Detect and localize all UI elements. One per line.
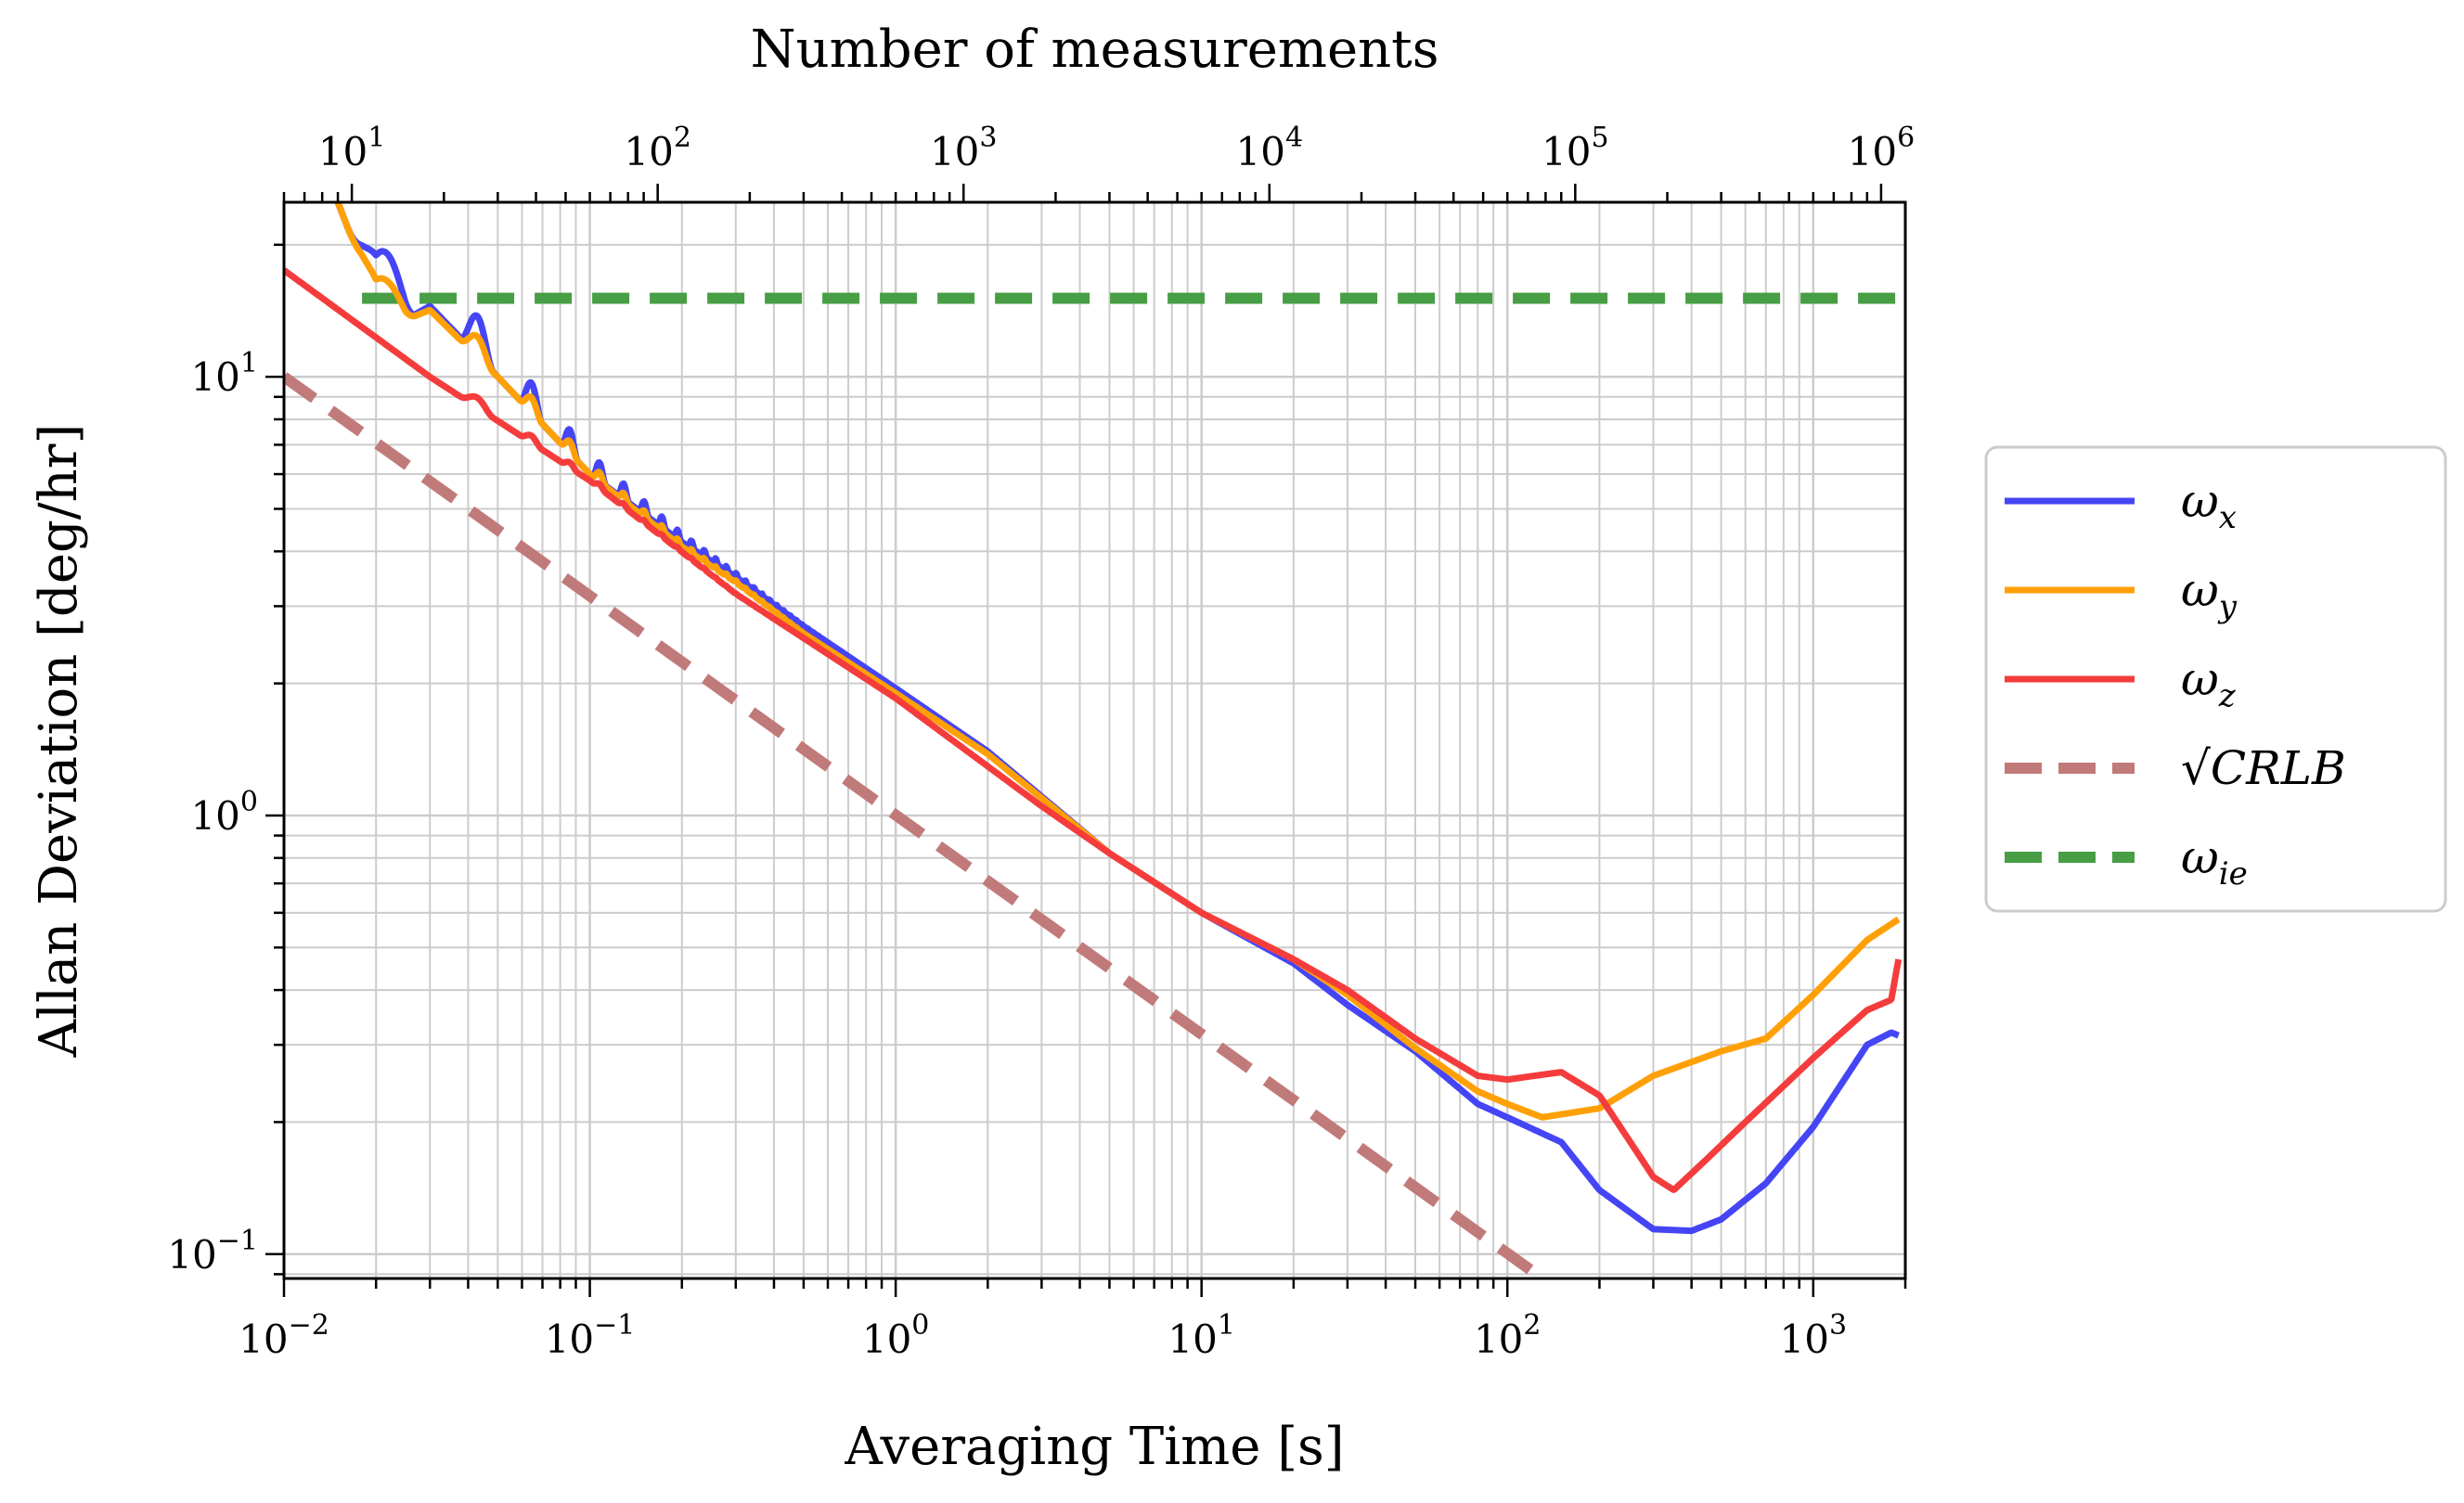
top-tick-label-exp: 6 [1897, 122, 1915, 154]
legend-label: √CRLB [2181, 741, 2346, 795]
y-tick-label-exp: 0 [240, 786, 258, 818]
x-tick-label-base: 10 [1474, 1317, 1523, 1362]
top-tick-label: 105 [1542, 122, 1609, 174]
top-tick-label-base: 10 [1848, 129, 1897, 174]
series-line-2 [284, 267, 1903, 1193]
series-line-1 [334, 202, 1902, 1121]
grid [282, 202, 1906, 1278]
top-tick-label-exp: 1 [368, 122, 385, 154]
y-tick-label-base: 10 [167, 1232, 216, 1278]
legend-label-main: ω [2181, 474, 2219, 528]
top-tick-label: 102 [624, 122, 691, 174]
x-tick-label-exp: 0 [911, 1309, 929, 1342]
legend-label-main: ω [2181, 652, 2219, 706]
plot-frame [282, 200, 1907, 1280]
top-tick-label: 106 [1848, 122, 1916, 174]
x-tick-label-exp: 3 [1829, 1309, 1847, 1342]
legend-label-sub: x [2219, 499, 2237, 536]
y-tick-label-exp: 1 [240, 347, 258, 379]
top-tick-label-base: 10 [318, 129, 368, 174]
legend-box [1984, 445, 2447, 913]
legend-label: ωy [2181, 563, 2238, 625]
y-tick-label-base: 10 [190, 793, 239, 839]
top-tick-label-base: 10 [930, 129, 979, 174]
y-axis-title: Allan Deviation [deg/hr] [29, 424, 89, 1059]
top-tick-label-base: 10 [624, 129, 673, 174]
axis-ticks [265, 184, 1907, 1297]
x-tick-label-exp: 2 [1523, 1309, 1541, 1342]
series-line-3 [284, 372, 1553, 1278]
x-tick-label-base: 10 [862, 1317, 911, 1362]
top-tick-label: 104 [1236, 122, 1304, 174]
top-tick-label: 103 [930, 122, 998, 174]
y-tick-label: 101 [190, 347, 258, 400]
x-tick-label: 102 [1474, 1309, 1542, 1362]
x-tick-label-base: 10 [1780, 1317, 1829, 1362]
y-tick-label: 10−1 [167, 1225, 258, 1278]
x-axis-title: Averaging Time [s] [844, 1417, 1344, 1477]
legend-label-sub: z [2218, 677, 2237, 714]
legend-label: ωx [2181, 474, 2237, 536]
x-tick-label: 101 [1167, 1309, 1235, 1362]
top-tick-label-exp: 3 [979, 122, 997, 154]
y-tick-label-base: 10 [190, 354, 239, 400]
x-tick-label-base: 10 [1167, 1317, 1217, 1362]
legend-label: ωie [2181, 830, 2248, 893]
y-tick-label-exp: −1 [217, 1225, 258, 1257]
legend-label-main: ω [2181, 830, 2219, 884]
top-tick-label: 101 [318, 122, 386, 174]
legend-label-main: ω [2181, 563, 2219, 617]
x-tick-label-base: 10 [545, 1317, 594, 1362]
x-tick-label-exp: 1 [1218, 1309, 1235, 1342]
x-tick-label: 103 [1780, 1309, 1848, 1362]
legend-label-sub: y [2217, 588, 2238, 625]
legend-label: ωz [2181, 652, 2237, 714]
top-axis-title: Number of measurements [751, 19, 1439, 80]
x-tick-label: 10−2 [239, 1309, 329, 1362]
top-tick-label-exp: 5 [1592, 122, 1609, 154]
top-tick-label-exp: 4 [1285, 122, 1303, 154]
top-tick-label-base: 10 [1236, 129, 1285, 174]
x-tick-label-exp: −2 [289, 1309, 329, 1342]
y-tick-label: 100 [190, 786, 258, 839]
series-lines [284, 202, 1903, 1278]
x-tick-label-base: 10 [239, 1317, 288, 1362]
legend-label-sub: ie [2219, 855, 2248, 893]
legend-label-main: √CRLB [2181, 741, 2346, 795]
x-tick-label: 100 [862, 1309, 930, 1362]
x-tick-label: 10−1 [545, 1309, 636, 1362]
top-tick-label-exp: 2 [674, 122, 691, 154]
x-tick-label-exp: −1 [594, 1309, 635, 1342]
series-line-0 [334, 202, 1902, 1235]
top-tick-label-base: 10 [1542, 129, 1591, 174]
